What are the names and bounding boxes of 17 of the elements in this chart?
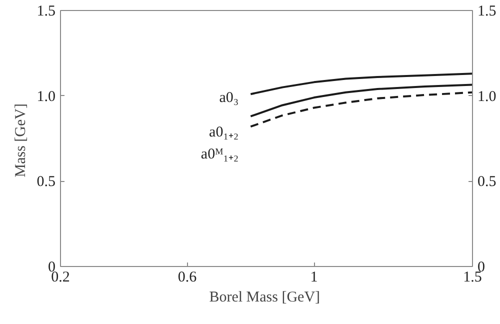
y2-tick-label: 0 — [478, 260, 485, 276]
series-label: a0₃ — [219, 90, 239, 106]
y-tick-label: 0.5 — [36, 174, 56, 190]
y-tick-label: 1.0 — [36, 88, 56, 105]
series-label: a0ᴹ₁₊₂ — [200, 146, 239, 163]
y2-tick-label: 0.5 — [478, 174, 496, 190]
series-label: a0₁₊₂ — [209, 124, 239, 140]
x-axis-title: Borel Mass [GeV] — [209, 290, 320, 306]
y2-tick-label: 1.0 — [478, 88, 496, 105]
x-tick-label: 1 — [310, 270, 318, 286]
line-series — [250, 84, 472, 118]
line-series — [250, 91, 472, 128]
y-tick-label: 1.5 — [36, 4, 56, 20]
y2-tick-label: 1.5 — [478, 4, 496, 20]
line-series — [250, 72, 472, 96]
x-tick-label: 0.6 — [178, 270, 198, 286]
y-axis-title: Mass [GeV] — [12, 104, 29, 178]
